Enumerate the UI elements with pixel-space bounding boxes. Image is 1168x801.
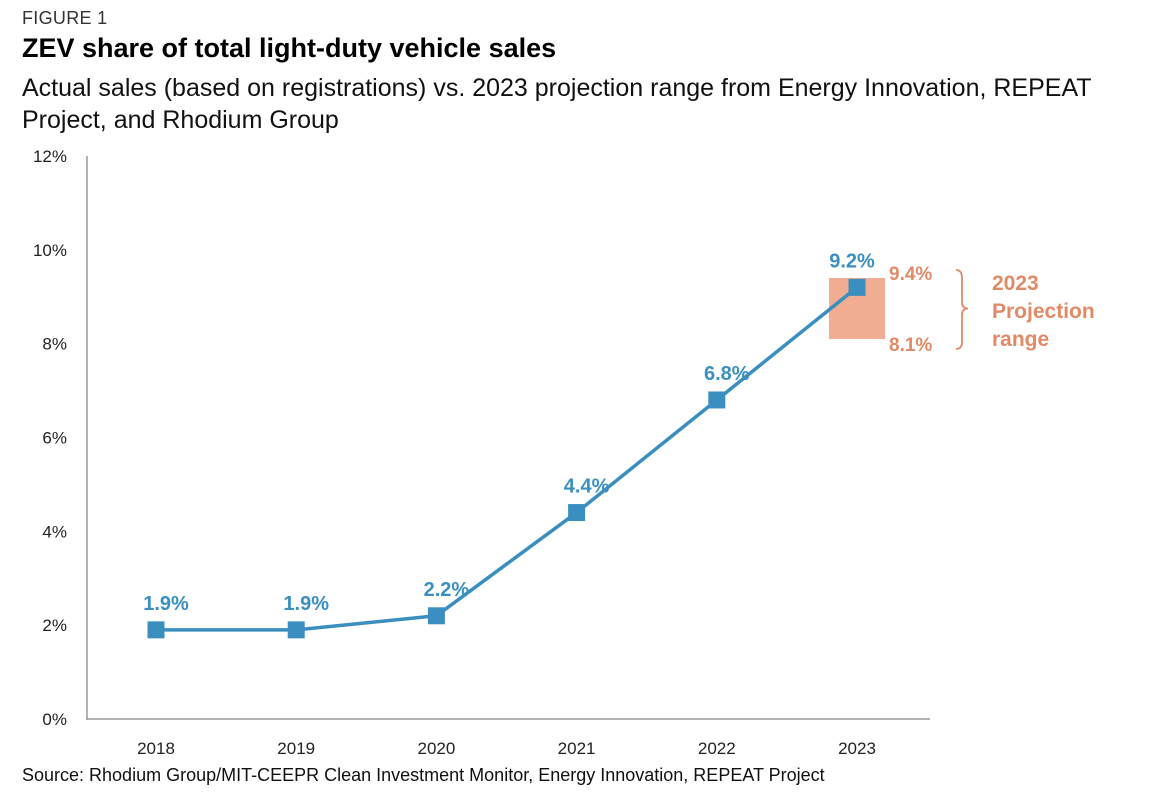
projection-annotation-line: range — [992, 328, 1049, 351]
data-label: 9.2% — [829, 250, 875, 272]
x-tick-label: 2023 — [838, 739, 876, 758]
source-note: Source: Rhodium Group/MIT-CEEPR Clean In… — [22, 765, 825, 785]
data-point-marker — [427, 607, 445, 625]
data-point-marker — [708, 391, 726, 409]
projection-annotation-line: 2023 — [992, 272, 1039, 295]
data-point-marker — [287, 621, 305, 639]
data-label: 1.9% — [283, 593, 329, 615]
data-label: 4.4% — [564, 476, 610, 498]
y-tick-label: 6% — [42, 429, 67, 448]
data-label: 2.2% — [424, 579, 470, 601]
projection-bracket — [955, 269, 969, 350]
x-tick-label: 2022 — [698, 739, 736, 758]
data-label: 1.9% — [143, 593, 189, 615]
y-tick-label: 0% — [42, 710, 67, 729]
projection-high-label: 9.4% — [889, 264, 932, 285]
chart-subtitle: Actual sales (based on registrations) vs… — [22, 74, 1092, 134]
y-tick-label: 10% — [33, 241, 67, 260]
data-point-marker — [848, 278, 866, 296]
projection-low-label: 8.1% — [889, 335, 932, 356]
y-tick-label: 2% — [42, 616, 67, 635]
x-tick-label: 2019 — [277, 739, 315, 758]
y-tick-label: 4% — [42, 522, 67, 541]
x-tick-label: 2021 — [558, 739, 596, 758]
x-tick-label: 2020 — [417, 739, 455, 758]
series-line — [156, 286, 859, 632]
data-point-marker — [147, 621, 165, 639]
x-tick-label: 2018 — [137, 739, 175, 758]
chart-title: ZEV share of total light-duty vehicle sa… — [22, 33, 557, 63]
data-point-marker — [568, 504, 586, 522]
figure-label: FIGURE 1 — [22, 8, 108, 28]
data-label: 6.8% — [704, 363, 750, 385]
y-tick-label: 12% — [33, 147, 67, 166]
projection-annotation-line: Projection — [992, 300, 1095, 323]
y-tick-label: 8% — [42, 335, 67, 354]
